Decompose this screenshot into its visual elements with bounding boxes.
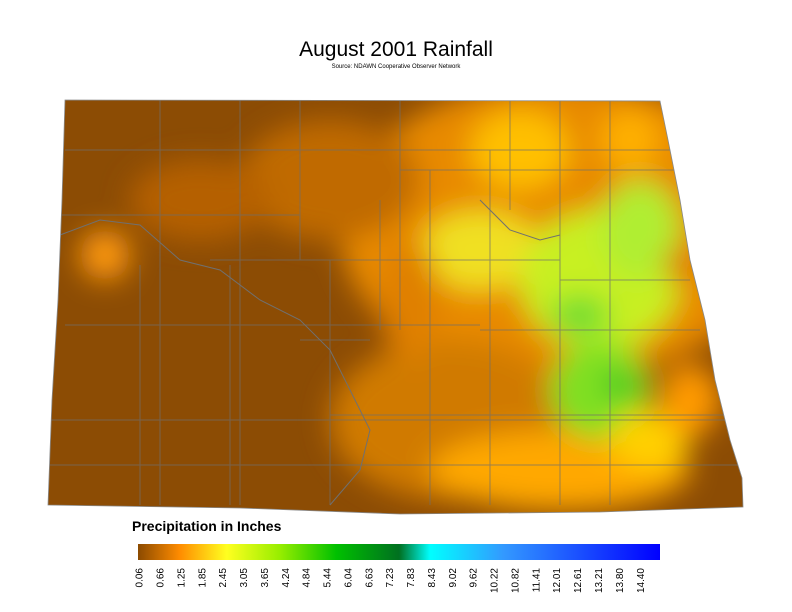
legend-tick-label: 13.21 (594, 568, 605, 593)
map-source: Source: NDAWN Cooperative Observer Netwo… (332, 64, 462, 70)
legend-tick-label: 13.80 (615, 568, 626, 593)
legend-tick-label: 3.65 (260, 568, 271, 588)
rainfall-map (48, 100, 743, 514)
legend-tick-label: 6.04 (343, 568, 354, 588)
legend-tick-label: 14.40 (636, 568, 647, 593)
legend-tick-label: 12.01 (552, 568, 563, 593)
legend-tick-label: 10.22 (490, 568, 501, 593)
legend-tick-label: 12.61 (573, 568, 584, 593)
legend-tick-label: 7.83 (406, 568, 417, 588)
legend-tick-label: 1.85 (197, 568, 208, 588)
legend-tick-label: 6.63 (364, 568, 375, 588)
legend-tick-label: 9.02 (448, 568, 459, 588)
legend-tick-label: 3.05 (239, 568, 250, 588)
legend-tick-label: 4.24 (281, 568, 292, 588)
legend-tick-label: 8.43 (427, 568, 438, 588)
legend-tick-label: 1.25 (176, 568, 187, 588)
state-outline (47, 99, 744, 515)
legend-tick-label: 11.41 (531, 568, 542, 593)
legend-title: Precipitation in Inches (132, 518, 282, 534)
legend-tick-label: 7.23 (385, 568, 396, 588)
legend-tick-label: 2.45 (218, 568, 229, 588)
legend-tick-label: 0.66 (156, 568, 167, 588)
legend-tick-label: 9.62 (469, 568, 480, 588)
legend-tick-label: 10.82 (510, 568, 521, 593)
legend-tick-label: 0.06 (135, 568, 146, 588)
legend-tick-label: 5.44 (323, 568, 334, 588)
color-bar (138, 544, 660, 560)
legend-ticks: 0.06 0.66 1.25 1.85 2.45 3.05 3.65 4.24 4.84 5.44… (135, 568, 647, 593)
legend-tick-label: 4.84 (302, 568, 313, 588)
map-title: August 2001 Rainfall (299, 38, 493, 61)
